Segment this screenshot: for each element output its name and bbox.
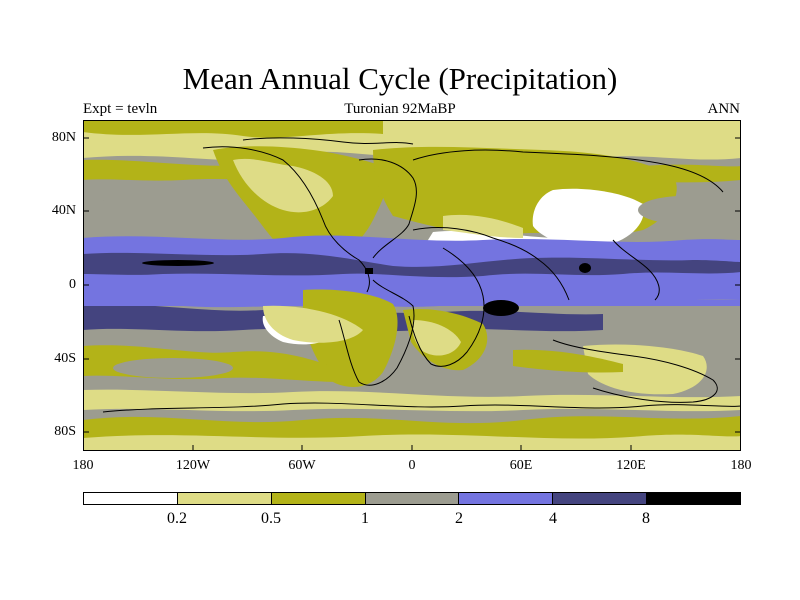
heavy-rain-cell-tethys <box>483 300 519 316</box>
colorbar-box-1-2 <box>365 493 460 504</box>
coastline-australia-antarctica <box>552 339 718 403</box>
lon-label-120e: 120E <box>616 458 646 473</box>
colorbar-label-4: 4 <box>549 510 557 527</box>
coastline-africa <box>408 247 485 367</box>
lat-label-0: 0 <box>69 277 76 292</box>
season-label: ANN <box>707 101 741 117</box>
colorbar <box>83 492 741 505</box>
colorbar-box-0.5-1 <box>271 493 366 504</box>
lat-ticks <box>83 137 741 433</box>
itcz-heavy-rain <box>83 252 741 278</box>
colorbar-label-2: 2 <box>455 510 463 527</box>
coastline-eurasia-north <box>412 149 724 193</box>
coastline-tethys <box>412 227 570 301</box>
coastline-north-america-west <box>202 146 370 293</box>
colorbar-box-4-8 <box>553 493 648 504</box>
colorbar-box-lt-0.2 <box>84 493 178 504</box>
coastline-arctic <box>242 137 414 145</box>
north-america-dry <box>233 158 333 213</box>
asia-arid-zone <box>532 188 644 247</box>
coastlines <box>102 137 741 413</box>
period-label: Turonian 92MaBP <box>344 101 456 117</box>
coastline-south-america <box>338 279 415 386</box>
equatorial-strip <box>83 300 741 306</box>
lon-label-60w: 60W <box>288 458 316 473</box>
arctic-olive-zone <box>83 120 383 138</box>
lon-label-180w: 180 <box>72 458 94 473</box>
colorbar-box-0.2-0.5 <box>177 493 272 504</box>
lat-label-80n: 80N <box>51 130 76 145</box>
coastline-east-asia <box>612 239 660 301</box>
lon-ticks <box>192 445 632 451</box>
precipitation-map <box>83 120 741 451</box>
lat-label-80s: 80S <box>54 424 76 439</box>
colorbar-label-0.2: 0.2 <box>167 510 187 527</box>
antarctic-dry-zone <box>83 434 741 451</box>
lat-label-40s: 40S <box>54 351 76 366</box>
lon-label-60e: 60E <box>509 458 533 473</box>
north-pacific-patch <box>93 196 193 220</box>
experiment-label: Expt = tevln <box>83 101 158 117</box>
heavy-rain-cell-pacific <box>142 260 214 266</box>
lon-label-180e: 180 <box>730 458 752 473</box>
colorbar-box-2-4 <box>459 493 554 504</box>
south-pacific-patch <box>113 358 233 378</box>
heavy-rain-cell-east <box>579 263 591 273</box>
south-atlantic-dry <box>263 305 363 343</box>
colorbar-box-gt-8 <box>647 493 741 504</box>
map-title: Mean Annual Cycle (Precipitation) <box>182 61 618 96</box>
lon-label-0: 0 <box>408 458 416 473</box>
northwest-pacific-patch <box>638 196 728 224</box>
sahara-fringe <box>443 214 523 238</box>
coastline-north-america-east <box>358 158 417 259</box>
coastline-antarctica <box>102 402 741 413</box>
map-svg <box>83 120 741 451</box>
lon-label-120w: 120W <box>175 458 211 473</box>
indian-ocean-olive <box>513 349 623 373</box>
heavy-rain-cell-west <box>365 268 373 274</box>
southern-mid-latitude-band <box>83 389 741 412</box>
africa-south-dry <box>412 320 461 356</box>
colorbar-label-0.5: 0.5 <box>261 510 281 527</box>
colorbar-label-1: 1 <box>361 510 369 527</box>
australia-antarctica-land <box>583 344 707 395</box>
colorbar-label-8: 8 <box>642 510 650 527</box>
lat-label-40n: 40N <box>51 203 76 218</box>
